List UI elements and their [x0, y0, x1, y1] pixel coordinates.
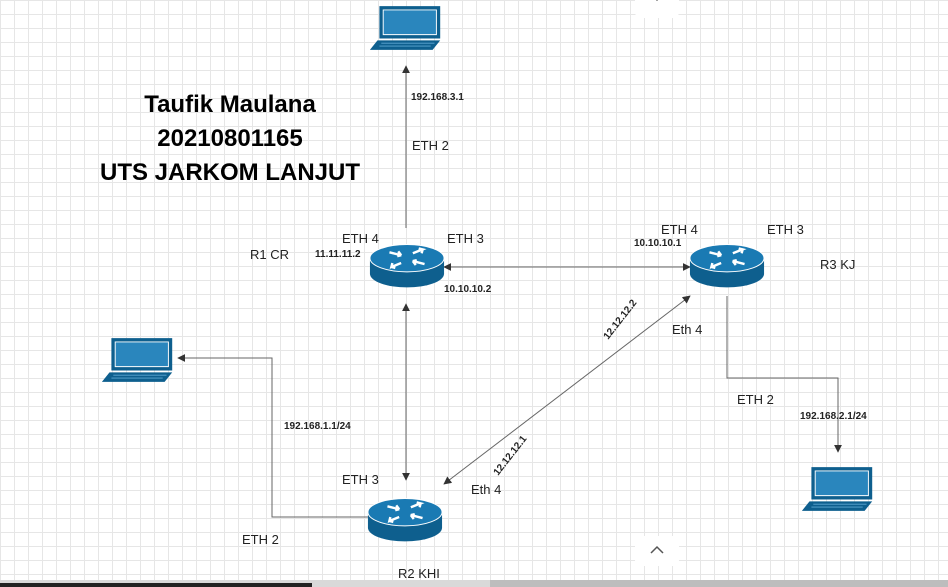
- laptop-icon-left[interactable]: [101, 337, 173, 383]
- port-label-r2-eth2: ETH 2: [242, 532, 279, 547]
- ip-r1-eth3: 10.10.10.2: [444, 284, 492, 295]
- port-label-r3-eth4-b: Eth 4: [672, 322, 703, 337]
- title-course: UTS JARKOM LANJUT: [99, 159, 360, 186]
- router-icon-r1[interactable]: [368, 243, 446, 289]
- diagram-title: Taufik Maulana 20210801165 UTS JARKOM LA…: [70, 88, 390, 190]
- chevron-up-icon: [650, 545, 664, 554]
- ip-r2-r3-link: 12.12.12.1: [492, 433, 530, 477]
- port-label-r2-eth3: ETH 3: [342, 472, 379, 487]
- port-label-r1-eth3: ETH 3: [447, 231, 484, 246]
- router-name-r2: R2 KHI: [398, 566, 440, 581]
- router-name-r1: R1 CR: [250, 247, 290, 262]
- scrollbar-thumb[interactable]: [490, 580, 948, 587]
- port-label-r3-eth4: ETH 4: [661, 222, 698, 237]
- port-label-r3-eth3: ETH 3: [767, 222, 804, 237]
- router-icon-r3[interactable]: [688, 243, 766, 289]
- link-r2-r3: [443, 295, 691, 485]
- ip-r3-laptop: 192.168.2.1/24: [800, 411, 867, 422]
- title-id: 20210801165: [157, 125, 303, 152]
- page-nav-down[interactable]: [635, 536, 679, 566]
- page-nav-up[interactable]: [635, 0, 679, 18]
- router-name-r3: R3 KJ: [820, 257, 856, 272]
- scrollbar-track-dark: [0, 583, 312, 587]
- link-r2-laptop-left: [177, 354, 368, 518]
- port-label-r2-eth4: Eth 4: [471, 482, 502, 497]
- horizontal-scrollbar[interactable]: [0, 580, 948, 587]
- port-label-r1-eth4: ETH 4: [342, 231, 379, 246]
- laptop-icon-right[interactable]: [801, 466, 873, 512]
- chevron-down-icon: [655, 0, 659, 2]
- ip-r1-eth4: 11.11.11.2: [315, 249, 361, 260]
- router-icon-r2[interactable]: [366, 497, 444, 543]
- port-label-r1-eth2: ETH 2: [412, 138, 449, 153]
- ip-r3-eth4: 10.10.10.1: [634, 238, 682, 249]
- ip-r1-laptop: 192.168.3.1: [411, 92, 464, 103]
- ip-r3-r2-link: 12.12.12.2: [602, 297, 640, 341]
- port-label-r3-eth2: ETH 2: [737, 392, 774, 407]
- laptop-icon-top[interactable]: [369, 5, 441, 51]
- link-r3-laptop-right: [726, 296, 842, 453]
- title-name: Taufik Maulana: [144, 91, 316, 118]
- ip-r2-laptop: 192.168.1.1/24: [284, 421, 351, 432]
